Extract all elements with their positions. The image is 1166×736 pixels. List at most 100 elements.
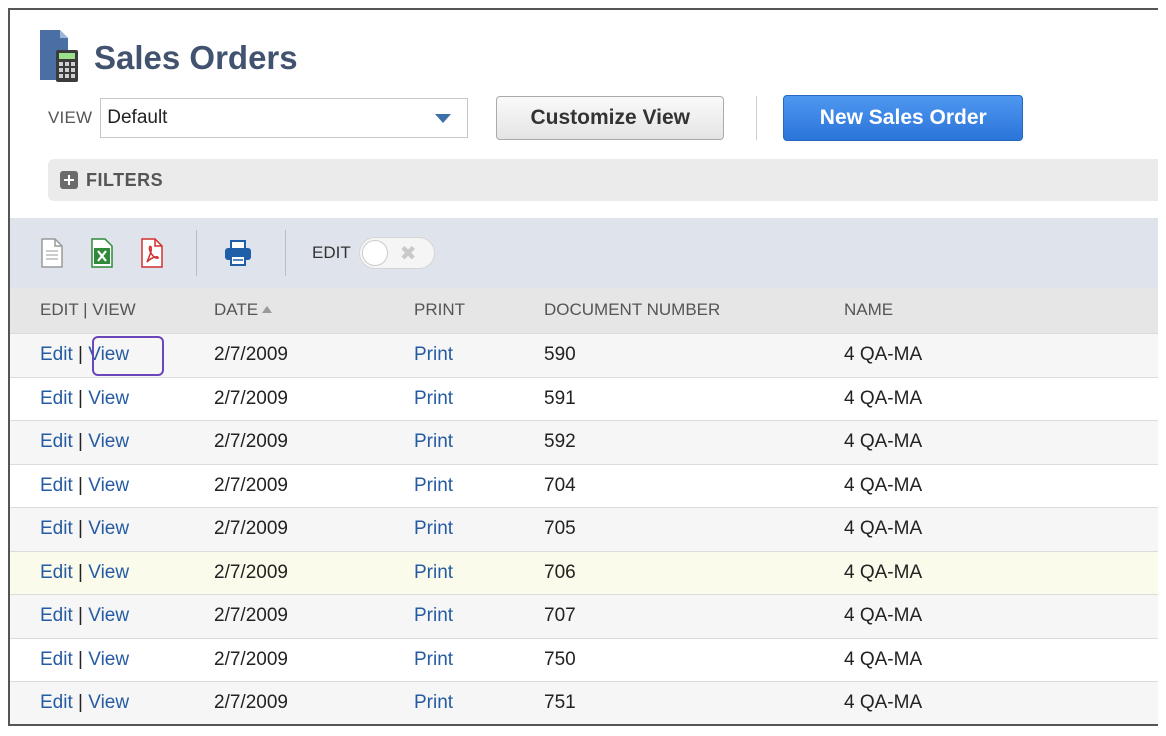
date-cell: 2/7/2009 [214, 344, 288, 365]
column-header-name[interactable]: NAME [844, 300, 894, 319]
edit-view-cell: Edit | View [40, 344, 129, 366]
date-cell: 2/7/2009 [214, 474, 288, 496]
edit-link[interactable]: Edit [40, 648, 73, 670]
name-cell: 4 QA-MA [844, 605, 923, 626]
table-row[interactable]: Edit | View 2/7/2009 Print 590 4 QA-MA [10, 333, 1158, 377]
table-row[interactable]: Edit | View 2/7/2009 Print 751 4 QA-MA [10, 681, 1158, 724]
print-icon[interactable] [223, 238, 253, 268]
name-cell: 4 QA-MA [844, 344, 923, 365]
date-cell: 2/7/2009 [214, 648, 288, 670]
view-link[interactable]: View [88, 387, 130, 409]
column-header-date-label: DATE [214, 300, 259, 319]
edit-link[interactable]: Edit [40, 431, 73, 452]
link-separator: | [78, 518, 83, 539]
print-link[interactable]: Print [414, 518, 454, 539]
date-cell: 2/7/2009 [214, 387, 288, 409]
column-header-date[interactable]: DATE [214, 300, 273, 320]
link-separator: | [78, 474, 83, 496]
filters-label: FILTERS [86, 169, 164, 190]
document-number-cell: 592 [544, 431, 576, 452]
link-separator: | [78, 692, 83, 713]
link-separator: | [78, 431, 83, 452]
sales-orders-table: EDIT | VIEW DATE PRINT DOCUMENT NUMBER N… [10, 288, 1158, 724]
table-row[interactable]: Edit | View 2/7/2009 Print 706 4 QA-MA [10, 550, 1158, 594]
table-row[interactable]: Edit | View 2/7/2009 Print 704 4 QA-MA [10, 463, 1158, 507]
print-link[interactable]: Print [414, 648, 454, 670]
edit-view-cell: Edit | View [40, 605, 129, 627]
print-link[interactable]: Print [414, 387, 454, 409]
table-header: EDIT | VIEW DATE PRINT DOCUMENT NUMBER N… [10, 288, 1158, 333]
document-number-cell: 705 [544, 518, 576, 539]
page-header: Sales Orders [38, 28, 298, 86]
new-sales-order-button[interactable]: New Sales Order [783, 95, 1024, 141]
toolbar-divider [285, 230, 286, 276]
table-row[interactable]: Edit | View 2/7/2009 Print 592 4 QA-MA [10, 420, 1158, 464]
document-number-cell: 706 [544, 561, 576, 583]
edit-view-cell: Edit | View [40, 562, 129, 584]
inline-edit-toggle[interactable]: ✖ [358, 237, 435, 269]
table-row[interactable]: Edit | View 2/7/2009 Print 591 4 QA-MA [10, 376, 1158, 420]
view-link[interactable]: View [88, 431, 130, 452]
customize-view-button[interactable]: Customize View [496, 96, 725, 140]
edit-link[interactable]: Edit [40, 605, 73, 626]
view-link[interactable]: View [88, 518, 130, 539]
table-row[interactable]: Edit | View 2/7/2009 Print 705 4 QA-MA [10, 507, 1158, 551]
document-number-cell: 707 [544, 605, 576, 626]
print-link[interactable]: Print [414, 605, 454, 626]
print-link[interactable]: Print [414, 692, 454, 713]
view-link[interactable]: View [88, 692, 130, 713]
link-separator: | [78, 344, 83, 365]
edit-link[interactable]: Edit [40, 387, 73, 409]
edit-link[interactable]: Edit [40, 518, 73, 539]
sort-ascending-icon [262, 306, 273, 313]
document-number-cell: 750 [544, 648, 576, 670]
view-link[interactable]: View [88, 474, 130, 496]
date-cell: 2/7/2009 [214, 605, 288, 626]
list-toolbar: EDIT ✖ [10, 218, 1158, 288]
toggle-knob [361, 240, 388, 266]
edit-view-cell: Edit | View [40, 431, 129, 453]
link-separator: | [78, 561, 83, 583]
close-icon: ✖ [399, 243, 417, 265]
view-link[interactable]: View [88, 561, 130, 583]
pdf-icon[interactable] [140, 238, 164, 268]
document-icon[interactable] [40, 238, 64, 268]
toolbar-divider [196, 230, 197, 276]
print-link[interactable]: Print [414, 431, 454, 452]
print-link[interactable]: Print [414, 344, 454, 365]
view-label: VIEW [48, 108, 93, 127]
view-link[interactable]: View [88, 605, 130, 626]
view-select[interactable]: Default [100, 98, 469, 138]
edit-link[interactable]: Edit [40, 344, 73, 365]
print-link[interactable]: Print [414, 474, 454, 496]
edit-link[interactable]: Edit [40, 474, 73, 496]
divider [756, 96, 758, 140]
name-cell: 4 QA-MA [844, 648, 923, 670]
column-header-document-number[interactable]: DOCUMENT NUMBER [544, 300, 721, 319]
date-cell: 2/7/2009 [214, 692, 288, 713]
print-link[interactable]: Print [414, 561, 454, 583]
excel-icon[interactable] [90, 238, 114, 268]
view-controls: VIEW Default Customize View New Sales Or… [48, 95, 1024, 141]
edit-view-cell: Edit | View [40, 692, 129, 714]
date-cell: 2/7/2009 [214, 431, 288, 452]
filters-toggle[interactable]: FILTERS [48, 159, 1158, 201]
link-separator: | [78, 648, 83, 670]
table-row[interactable]: Edit | View 2/7/2009 Print 707 4 QA-MA [10, 594, 1158, 638]
page-title: Sales Orders [94, 39, 298, 76]
view-link[interactable]: View [88, 648, 130, 670]
edit-link[interactable]: Edit [40, 561, 73, 583]
edit-view-cell: Edit | View [40, 518, 129, 540]
date-cell: 2/7/2009 [214, 518, 288, 539]
edit-link[interactable]: Edit [40, 692, 73, 713]
view-link[interactable]: View [88, 344, 130, 365]
link-separator: | [78, 387, 83, 409]
column-header-print[interactable]: PRINT [414, 300, 465, 319]
document-number-cell: 704 [544, 474, 576, 496]
name-cell: 4 QA-MA [844, 518, 923, 539]
table-row[interactable]: Edit | View 2/7/2009 Print 750 4 QA-MA [10, 637, 1158, 681]
document-number-cell: 590 [544, 344, 576, 365]
document-number-cell: 591 [544, 387, 576, 409]
name-cell: 4 QA-MA [844, 692, 923, 713]
name-cell: 4 QA-MA [844, 561, 923, 583]
